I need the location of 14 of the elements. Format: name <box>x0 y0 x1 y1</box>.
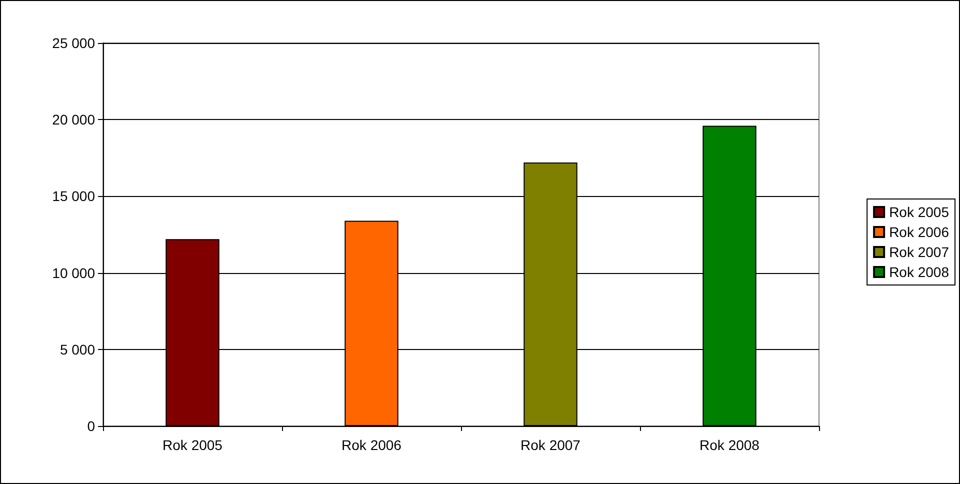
y-tick-label: 5 000 <box>60 341 96 358</box>
legend-label: Rok 2006 <box>889 224 950 240</box>
x-tick-label: Rok 2005 <box>162 437 223 453</box>
x-tick-label: Rok 2007 <box>520 437 581 453</box>
y-tick-label: 15 000 <box>52 188 96 204</box>
y-tick-label: 0 <box>87 418 96 434</box>
legend-label: Rok 2005 <box>889 204 950 220</box>
x-tick-label: Rok 2008 <box>700 437 760 453</box>
y-tick-label: 10 000 <box>52 264 96 281</box>
y-tick-label: 25 000 <box>52 35 96 51</box>
legend-label: Rok 2007 <box>889 244 950 260</box>
legend-label: Rok 2008 <box>889 264 950 280</box>
y-tick-label: 20 000 <box>52 112 96 128</box>
x-tick-label: Rok 2006 <box>342 437 402 453</box>
